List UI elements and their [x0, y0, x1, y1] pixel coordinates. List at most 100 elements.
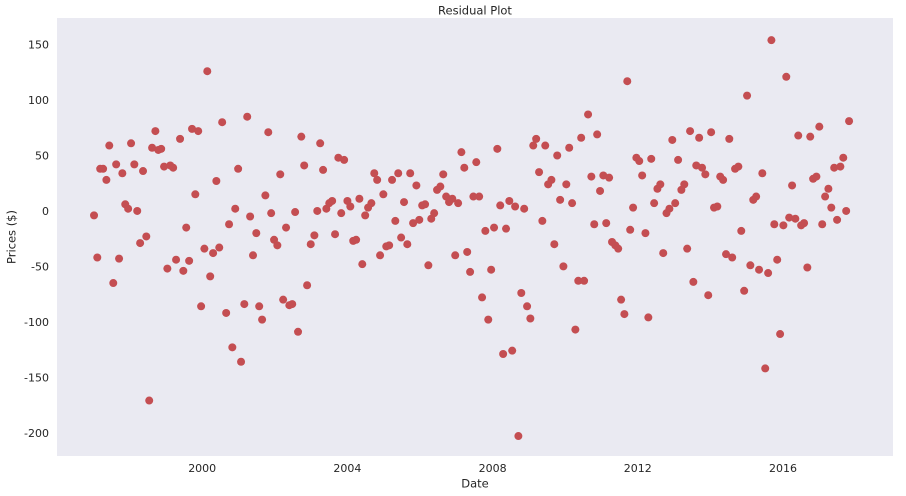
point — [228, 343, 237, 352]
point — [821, 192, 830, 201]
point — [701, 170, 710, 179]
point — [812, 172, 821, 181]
point — [644, 313, 653, 322]
point — [767, 36, 776, 45]
point — [379, 190, 388, 199]
point — [185, 256, 194, 265]
point — [112, 160, 121, 169]
point — [469, 192, 478, 201]
point — [836, 162, 845, 171]
point — [93, 253, 102, 262]
point — [779, 221, 788, 230]
point — [824, 184, 833, 193]
point — [484, 315, 493, 324]
point — [614, 244, 623, 253]
point — [788, 181, 797, 190]
point — [306, 240, 315, 249]
point — [142, 232, 151, 241]
chart-title: Residual Plot — [438, 4, 512, 18]
x-tick-label: 2012 — [624, 462, 652, 475]
point — [331, 230, 340, 239]
point — [367, 199, 376, 208]
point — [475, 192, 484, 201]
point — [454, 199, 463, 208]
point — [313, 206, 322, 215]
point — [782, 72, 791, 81]
point — [803, 263, 812, 272]
point — [806, 132, 815, 141]
point — [373, 175, 382, 184]
point — [704, 291, 713, 300]
point — [346, 202, 355, 211]
point — [532, 134, 541, 143]
point — [734, 162, 743, 171]
point — [109, 279, 118, 288]
point — [752, 192, 761, 201]
point — [206, 272, 215, 281]
point — [145, 396, 154, 405]
point — [151, 127, 160, 136]
x-tick-label: 2000 — [188, 462, 216, 475]
y-tick-label: 150 — [28, 39, 49, 52]
point — [577, 133, 586, 142]
point — [761, 364, 770, 373]
point — [203, 67, 212, 76]
point — [794, 131, 803, 140]
point — [340, 155, 349, 164]
point — [695, 133, 704, 142]
point — [514, 432, 523, 441]
point — [568, 199, 577, 208]
point — [124, 204, 133, 213]
point — [169, 163, 178, 172]
y-tick-label: -100 — [24, 316, 49, 329]
point — [297, 132, 306, 141]
point — [394, 169, 403, 178]
point — [740, 286, 749, 295]
point — [176, 134, 185, 143]
point — [574, 276, 583, 285]
point — [136, 239, 145, 248]
point — [448, 194, 457, 203]
point — [215, 243, 224, 252]
point — [674, 155, 683, 164]
point — [130, 160, 139, 169]
y-tick-label: 0 — [42, 205, 49, 218]
point — [222, 308, 231, 317]
point — [472, 158, 481, 167]
point — [496, 201, 505, 210]
point — [686, 127, 695, 136]
point — [523, 302, 532, 311]
point — [626, 225, 635, 234]
point — [90, 211, 99, 220]
point — [773, 255, 782, 264]
point — [815, 122, 824, 131]
point — [319, 165, 328, 174]
point — [719, 175, 728, 184]
point — [200, 244, 209, 253]
point — [671, 199, 680, 208]
point — [818, 220, 827, 229]
point — [785, 213, 794, 222]
point — [505, 196, 514, 205]
point — [830, 163, 839, 172]
point — [800, 219, 809, 228]
point — [755, 265, 764, 274]
point — [212, 177, 221, 186]
point — [282, 223, 291, 232]
point — [352, 235, 361, 244]
point — [160, 162, 169, 171]
point — [430, 209, 439, 218]
point — [770, 220, 779, 229]
point — [713, 202, 722, 211]
point — [376, 251, 385, 260]
point — [565, 143, 574, 152]
point — [668, 135, 677, 144]
point — [388, 175, 397, 184]
point — [182, 223, 191, 232]
point — [827, 203, 836, 212]
point — [403, 240, 412, 249]
point — [179, 266, 188, 275]
point — [571, 325, 580, 334]
point — [197, 302, 206, 311]
